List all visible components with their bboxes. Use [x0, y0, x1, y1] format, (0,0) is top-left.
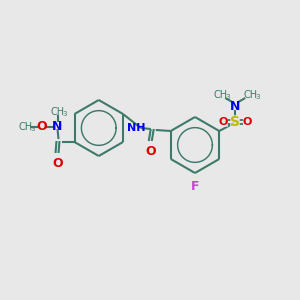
Text: 3: 3 — [62, 111, 67, 117]
Text: CH: CH — [50, 107, 64, 117]
Text: N: N — [52, 119, 63, 133]
Text: O: O — [36, 121, 47, 134]
Text: N: N — [230, 100, 240, 112]
Text: O: O — [243, 117, 252, 127]
Text: 3: 3 — [225, 94, 230, 100]
Text: NH: NH — [127, 123, 145, 133]
Text: F: F — [191, 180, 199, 193]
Text: O: O — [219, 117, 228, 127]
Text: 3: 3 — [255, 94, 260, 100]
Text: CH: CH — [243, 90, 257, 100]
Text: O: O — [146, 145, 156, 158]
Text: CH: CH — [213, 90, 227, 100]
Text: S: S — [230, 115, 240, 129]
Text: O: O — [52, 157, 63, 170]
Text: 3: 3 — [30, 126, 35, 132]
Text: CH: CH — [18, 122, 33, 132]
